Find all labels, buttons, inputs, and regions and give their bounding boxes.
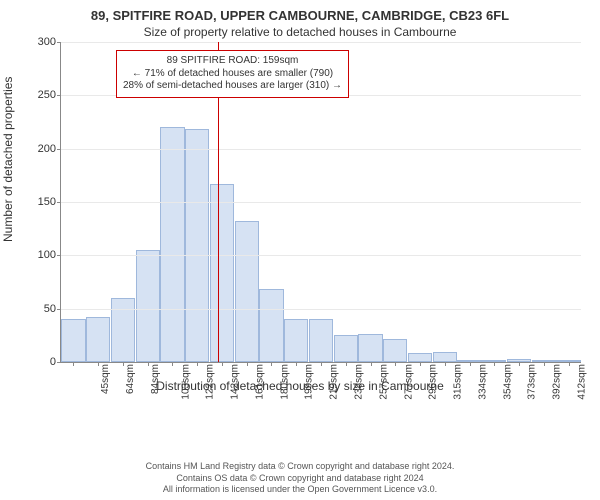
xtick-label: 180sqm (279, 364, 290, 400)
histogram-bar (383, 339, 407, 362)
histogram-bar (185, 129, 209, 362)
xtick-mark (371, 362, 372, 366)
ytick-mark (57, 202, 61, 203)
histogram-bar (259, 289, 283, 362)
xtick-mark (494, 362, 495, 366)
xtick-mark (395, 362, 396, 366)
xtick-label: 84sqm (150, 364, 161, 394)
xtick-label: 161sqm (255, 364, 266, 400)
histogram-bar (136, 250, 160, 362)
histogram-bar (111, 298, 135, 362)
callout-line1: 89 SPITFIRE ROAD: 159sqm (123, 55, 342, 68)
histogram-bar (61, 319, 85, 362)
xtick-mark (73, 362, 74, 366)
xtick-mark (544, 362, 545, 366)
xtick-mark (420, 362, 421, 366)
xtick-mark (271, 362, 272, 366)
histogram-bar (309, 319, 333, 362)
xtick-mark (321, 362, 322, 366)
plot-region: 89 SPITFIRE ROAD: 159sqm← 71% of detache… (60, 42, 581, 363)
gridline (61, 255, 581, 256)
xtick-mark (470, 362, 471, 366)
gridline (61, 202, 581, 203)
histogram-bar (334, 335, 358, 362)
ytick-mark (57, 149, 61, 150)
xtick-mark (98, 362, 99, 366)
histogram-bar (358, 334, 382, 362)
xtick-label: 334sqm (477, 364, 488, 400)
ytick-label: 50 (26, 303, 56, 315)
callout-line3: 28% of semi-detached houses are larger (… (123, 80, 342, 93)
xtick-label: 103sqm (180, 364, 191, 400)
xtick-mark (148, 362, 149, 366)
xtick-label: 392sqm (552, 364, 563, 400)
footer-line2: Contains OS data © Crown copyright and d… (176, 473, 423, 483)
xtick-mark (569, 362, 570, 366)
ytick-label: 100 (26, 249, 56, 261)
xtick-label: 238sqm (354, 364, 365, 400)
ytick-label: 200 (26, 143, 56, 155)
histogram-bar (160, 127, 184, 362)
callout-line2: ← 71% of detached houses are smaller (79… (123, 68, 342, 81)
xtick-label: 45sqm (100, 364, 111, 394)
ytick-mark (57, 95, 61, 96)
histogram-bar (86, 317, 110, 362)
chart-area: Number of detached properties 89 SPITFIR… (0, 42, 600, 437)
chart-footer: Contains HM Land Registry data © Crown c… (0, 461, 600, 496)
chart-title-sub: Size of property relative to detached ho… (0, 23, 600, 39)
xtick-label: 412sqm (576, 364, 587, 400)
xtick-mark (197, 362, 198, 366)
histogram-bar (284, 319, 308, 362)
ytick-label: 300 (26, 36, 56, 48)
xtick-label: 296sqm (428, 364, 439, 400)
y-axis-label: Number of detached properties (1, 77, 15, 242)
ytick-label: 0 (26, 356, 56, 368)
xtick-label: 64sqm (125, 364, 136, 394)
ytick-label: 250 (26, 89, 56, 101)
histogram-bar (210, 184, 234, 362)
xtick-label: 373sqm (527, 364, 538, 400)
footer-line1: Contains HM Land Registry data © Crown c… (146, 461, 455, 471)
xtick-label: 219sqm (329, 364, 340, 400)
xtick-mark (222, 362, 223, 366)
histogram-bar (235, 221, 259, 362)
xtick-mark (296, 362, 297, 366)
xtick-label: 277sqm (403, 364, 414, 400)
histogram-bar (433, 352, 457, 362)
ytick-label: 150 (26, 196, 56, 208)
chart-title-main: 89, SPITFIRE ROAD, UPPER CAMBOURNE, CAMB… (0, 0, 600, 23)
chart-container: 89, SPITFIRE ROAD, UPPER CAMBOURNE, CAMB… (0, 0, 600, 500)
gridline (61, 149, 581, 150)
xtick-mark (123, 362, 124, 366)
xtick-mark (445, 362, 446, 366)
xtick-label: 257sqm (378, 364, 389, 400)
footer-line3: All information is licensed under the Op… (163, 484, 437, 494)
ytick-mark (57, 42, 61, 43)
xtick-mark (519, 362, 520, 366)
xtick-label: 315sqm (453, 364, 464, 400)
callout-box: 89 SPITFIRE ROAD: 159sqm← 71% of detache… (116, 50, 349, 98)
ytick-mark (57, 255, 61, 256)
ytick-mark (57, 309, 61, 310)
ytick-mark (57, 362, 61, 363)
xtick-label: 142sqm (230, 364, 241, 400)
xtick-mark (247, 362, 248, 366)
gridline (61, 309, 581, 310)
xtick-label: 199sqm (304, 364, 315, 400)
histogram-bar (408, 353, 432, 362)
xtick-mark (172, 362, 173, 366)
xtick-label: 354sqm (502, 364, 513, 400)
xtick-mark (346, 362, 347, 366)
xtick-label: 122sqm (205, 364, 216, 400)
gridline (61, 42, 581, 43)
